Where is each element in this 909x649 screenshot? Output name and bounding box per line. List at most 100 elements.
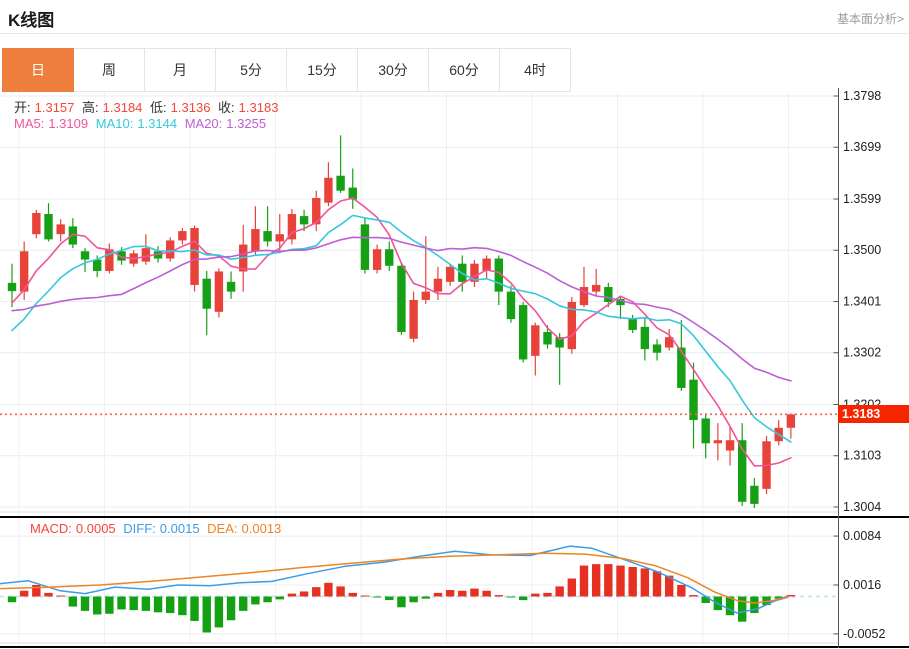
page-header: K线图 基本面分析>	[0, 0, 909, 34]
macd-bar	[32, 584, 41, 597]
candle-body	[738, 440, 747, 502]
macd-bar	[44, 592, 53, 597]
candle-body	[385, 249, 394, 266]
current-price-badge: 1.3183	[838, 405, 909, 423]
macd-bar	[531, 593, 540, 597]
macd-bar	[239, 596, 248, 611]
candle-body	[701, 418, 710, 444]
macd-bar	[251, 596, 260, 605]
fundamental-analysis-link[interactable]: 基本面分析>	[836, 12, 904, 26]
tab-15min[interactable]: 15分	[287, 48, 358, 92]
tab-60min[interactable]: 60分	[429, 48, 500, 92]
tab-30min[interactable]: 30分	[358, 48, 429, 92]
candle-body	[689, 379, 698, 421]
tab-5min[interactable]: 5分	[216, 48, 287, 92]
macd-bar	[166, 596, 175, 614]
macd-bar	[409, 596, 418, 603]
macd-bar	[506, 596, 516, 598]
candle-body	[312, 197, 321, 225]
candle-body	[543, 332, 552, 345]
candle-body	[56, 224, 65, 235]
candle-body	[190, 227, 199, 285]
macd-bar	[664, 575, 674, 597]
macd-bar	[397, 596, 406, 608]
candle-body	[92, 259, 102, 271]
macd-bar	[445, 590, 455, 597]
ma10-value: 1.3144	[137, 116, 178, 131]
candle-body	[251, 229, 260, 252]
candle-body	[640, 326, 650, 350]
macd-bar	[19, 590, 29, 597]
macd-tick-label: 0.0016	[843, 578, 881, 592]
macd-bar	[299, 591, 309, 597]
macd-tick-label: 0.0084	[843, 529, 881, 543]
macd-bar	[494, 595, 503, 597]
high-label: 高:	[82, 100, 99, 115]
tab-week[interactable]: 周	[74, 48, 145, 92]
ma20-value: 1.3255	[226, 116, 267, 131]
tab-4hour[interactable]: 4时	[500, 48, 571, 92]
macd-bar	[458, 590, 467, 597]
macd-bar	[482, 590, 491, 597]
open-value: 1.3157	[34, 100, 75, 115]
macd-bar	[433, 592, 443, 597]
price-tick-label: 1.3401	[843, 294, 881, 308]
macd-bar	[312, 587, 321, 597]
low-value: 1.3136	[170, 100, 211, 115]
ma10-label: MA10:	[95, 116, 134, 131]
candle-body	[117, 251, 126, 261]
low-label: 低:	[150, 100, 167, 115]
candle-body	[226, 281, 236, 292]
macd-bar	[543, 592, 552, 597]
macd-bar	[616, 565, 625, 597]
macd-bar	[190, 596, 199, 621]
candle-body	[567, 302, 577, 350]
macd-bar	[105, 596, 114, 614]
dea-value: 0.0013	[241, 521, 282, 536]
macd-bar	[628, 567, 637, 597]
macd-bar	[68, 596, 78, 607]
candle-body	[275, 234, 284, 242]
candle-body	[32, 212, 41, 235]
macd-bar	[738, 596, 747, 622]
candle-body	[287, 214, 297, 240]
open-label: 开:	[14, 100, 31, 115]
price-tick-label: 1.3103	[843, 449, 881, 463]
macd-tick-label: -0.0052	[843, 627, 885, 641]
high-value: 1.3184	[102, 100, 143, 115]
dea-label: DEA:	[207, 521, 238, 536]
ma-info: MA5: 1.3109 MA10: 1.3144 MA20: 1.3255	[14, 116, 270, 131]
timeframe-tabs: 日 周 月 5分 15分 30分 60分 4时	[2, 48, 571, 92]
dea-line	[0, 552, 789, 604]
macd-bar	[591, 564, 601, 597]
bottom-border	[0, 646, 909, 648]
candle-body	[591, 284, 601, 292]
candle-body	[579, 286, 589, 306]
diff-label: DIFF:	[123, 521, 156, 536]
macd-bar	[129, 596, 138, 611]
price-tick-label: 1.3798	[843, 89, 881, 103]
candle-body	[299, 216, 309, 225]
candle-body	[482, 258, 491, 271]
candle-body	[506, 291, 516, 320]
candle-body	[372, 249, 382, 270]
ma5-label: MA5:	[14, 116, 45, 131]
panel-separator	[0, 516, 909, 518]
candle-body	[44, 214, 53, 240]
macd-bar	[56, 595, 65, 597]
price-tick-label: 1.3004	[843, 500, 881, 514]
macd-bar	[677, 584, 686, 597]
candle-body	[470, 263, 479, 282]
tab-day[interactable]: 日	[2, 48, 74, 92]
macd-bar	[360, 595, 370, 597]
candle-body	[409, 299, 418, 339]
macd-bar	[80, 596, 90, 611]
candle-body	[786, 414, 796, 428]
macd-bar	[92, 596, 102, 615]
candle-body	[604, 286, 613, 303]
candle-body	[555, 337, 564, 348]
macd-label: MACD:	[30, 521, 72, 536]
tab-month[interactable]: 月	[145, 48, 216, 92]
